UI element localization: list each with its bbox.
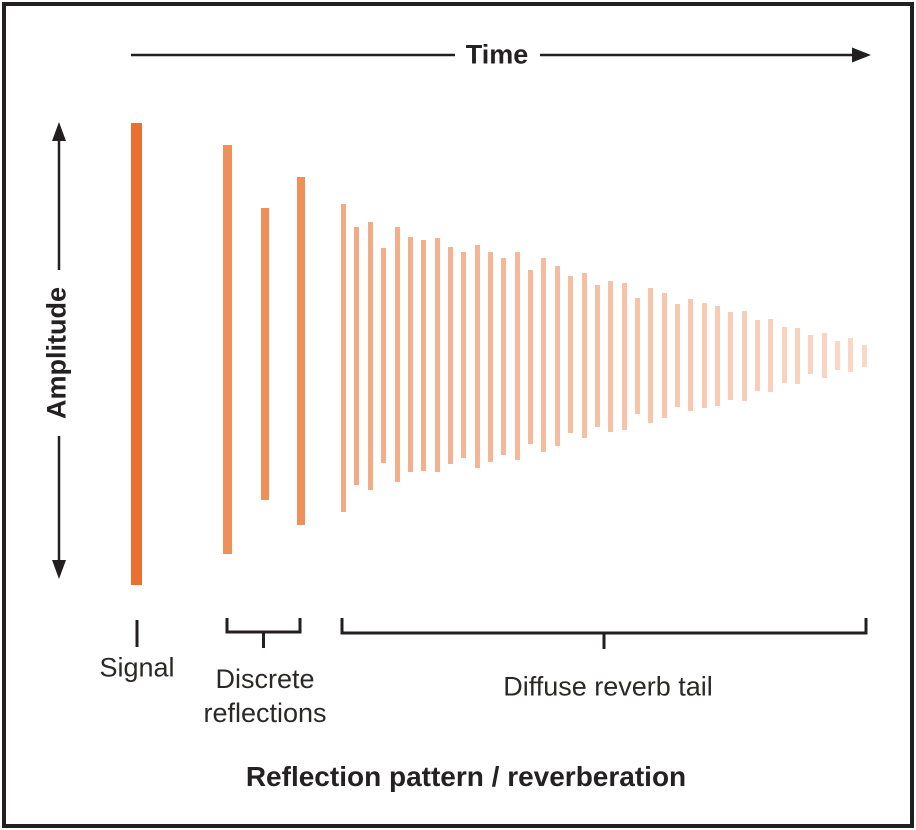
time-axis-label: Time — [465, 39, 529, 70]
tail-bar — [555, 266, 560, 446]
tail-bar — [622, 283, 627, 430]
tail-bar — [822, 333, 827, 378]
tail-bar — [354, 227, 359, 485]
tail-bar — [421, 240, 426, 471]
tail-bar — [448, 247, 453, 464]
tail-bar — [341, 204, 346, 512]
tail-bar — [475, 245, 480, 468]
tail-bar — [635, 298, 640, 414]
tail-bar — [488, 252, 493, 462]
tail-bar — [702, 303, 707, 408]
tail-bar — [688, 299, 693, 411]
tail-bar — [795, 328, 800, 384]
discrete-reflections-label: Discrete reflections — [203, 664, 327, 728]
tail-bar — [662, 293, 667, 418]
amplitude-axis-label: Amplitude — [41, 287, 72, 419]
diffuse-reverb-tail-label: Diffuse reverb tail — [503, 671, 713, 702]
tail-bar — [675, 304, 680, 407]
tail-bar — [782, 327, 787, 383]
tail-bar — [461, 252, 466, 458]
tail-bar — [835, 341, 840, 370]
tail-bar — [608, 281, 613, 432]
tail-bar — [408, 237, 413, 472]
diffuse-bracket — [340, 618, 868, 649]
tail-bar — [368, 222, 373, 490]
tail-bar — [728, 312, 733, 400]
discrete-bracket — [225, 618, 302, 648]
discrete-reflection-bar — [297, 177, 305, 525]
tail-bar — [648, 288, 653, 423]
tail-bar — [848, 338, 853, 372]
tail-bar — [528, 270, 533, 444]
discrete-reflection-bar — [261, 208, 269, 500]
discrete-reflection-bar — [223, 145, 232, 554]
tail-bar — [501, 258, 506, 455]
tail-bar — [515, 252, 520, 460]
tail-bar — [715, 306, 720, 406]
tail-bar — [435, 238, 440, 472]
tail-bar — [541, 258, 546, 452]
tail-bar — [768, 319, 773, 392]
tail-bar — [568, 276, 573, 433]
tail-bar — [742, 311, 747, 401]
time-arrow — [131, 47, 871, 63]
tail-bar — [595, 285, 600, 427]
signal-bar — [131, 123, 142, 585]
amplitude-arrow — [52, 122, 66, 579]
tail-bar — [582, 273, 587, 438]
diagram-title: Reflection pattern / reverberation — [245, 761, 687, 792]
tail-bar — [808, 335, 813, 374]
tail-bar — [862, 345, 867, 367]
signal-label: Signal — [99, 652, 175, 683]
tail-bar — [381, 248, 386, 463]
tail-bar — [755, 320, 760, 391]
tail-bar — [395, 227, 400, 482]
